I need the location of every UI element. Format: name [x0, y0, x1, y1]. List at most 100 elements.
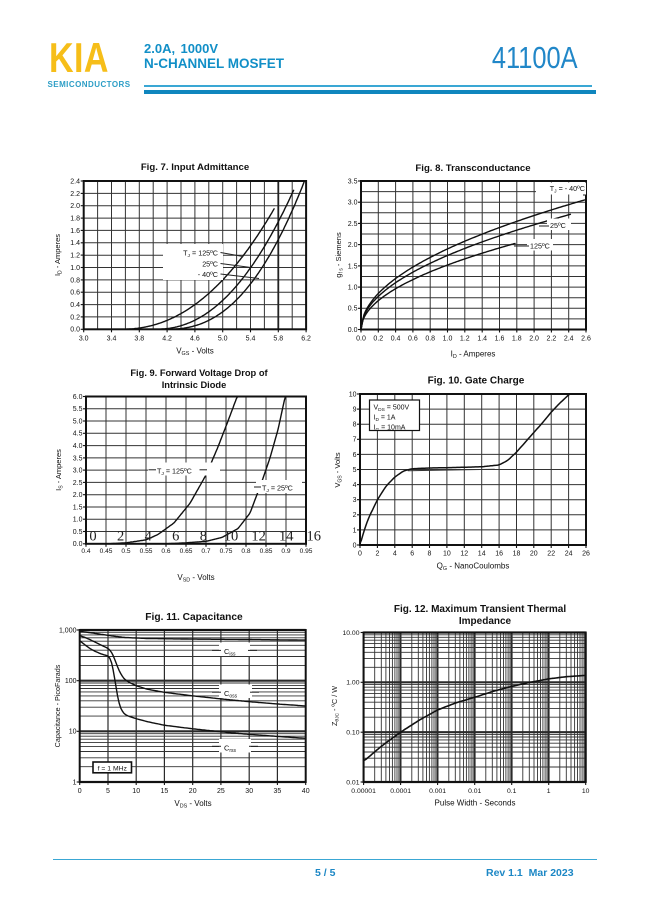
svg-text:1.8: 1.8	[512, 336, 522, 343]
svg-text:4.6: 4.6	[190, 336, 200, 343]
svg-text:8: 8	[200, 529, 207, 545]
svg-text:2.2: 2.2	[70, 191, 80, 198]
svg-text:0.00001: 0.00001	[351, 788, 376, 795]
svg-text:20: 20	[530, 551, 538, 558]
svg-text:20: 20	[189, 788, 197, 795]
svg-text:25ºC: 25ºC	[550, 221, 566, 230]
svg-text:0.95: 0.95	[300, 548, 313, 555]
svg-text:1.6: 1.6	[70, 228, 80, 235]
svg-text:4: 4	[393, 551, 397, 558]
svg-text:100: 100	[65, 678, 77, 685]
svg-text:TJ​ = 125ºC: TJ​ = 125ºC	[157, 467, 192, 478]
svg-text:5.0: 5.0	[73, 418, 83, 425]
svg-text:Fig. 9. Forward Voltage Drop o: Fig. 9. Forward Voltage Drop of	[130, 368, 268, 378]
svg-text:1.5: 1.5	[73, 504, 83, 511]
svg-text:3.0: 3.0	[79, 336, 89, 343]
svg-text:2.0: 2.0	[529, 336, 539, 343]
svg-text:VDS​ - Volts: VDS​ - Volts	[174, 799, 211, 810]
svg-text:3.0: 3.0	[73, 468, 83, 475]
svg-text:ID​ = 1A: ID​ = 1A	[374, 415, 396, 424]
svg-text:1.0: 1.0	[443, 336, 453, 343]
svg-text:3: 3	[353, 497, 357, 504]
svg-text:8: 8	[428, 551, 432, 558]
svg-text:- 40ºC: - 40ºC	[198, 270, 218, 279]
svg-text:0.55: 0.55	[140, 548, 153, 555]
svg-text:125ºC: 125ºC	[530, 242, 550, 251]
svg-text:1.0: 1.0	[348, 285, 358, 292]
svg-text:0.1: 0.1	[507, 788, 517, 795]
svg-text:14: 14	[279, 529, 294, 545]
svg-text:10: 10	[132, 788, 140, 795]
svg-text:0.9: 0.9	[281, 548, 290, 555]
svg-text:1: 1	[73, 779, 77, 786]
svg-text:0.0: 0.0	[73, 541, 83, 548]
svg-text:0: 0	[358, 551, 362, 558]
svg-text:5.8: 5.8	[273, 336, 283, 343]
svg-text:16: 16	[307, 529, 322, 545]
svg-text:6.0: 6.0	[73, 394, 83, 401]
svg-text:0.2: 0.2	[373, 336, 383, 343]
svg-text:26: 26	[582, 551, 590, 558]
svg-text:5.5: 5.5	[73, 406, 83, 413]
svg-text:2: 2	[353, 512, 357, 519]
svg-text:1.6: 1.6	[495, 336, 505, 343]
svg-text:TJ​ = 125ºC: TJ​ = 125ºC	[183, 249, 218, 260]
svg-text:6: 6	[353, 452, 357, 459]
svg-text:18: 18	[513, 551, 521, 558]
svg-text:2.4: 2.4	[564, 336, 574, 343]
svg-text:5.0: 5.0	[218, 336, 228, 343]
svg-text:1.00: 1.00	[346, 680, 359, 687]
svg-text:0.85: 0.85	[260, 548, 273, 555]
svg-text:0.5: 0.5	[348, 306, 358, 313]
svg-text:3.5: 3.5	[348, 178, 358, 185]
svg-text:0.01: 0.01	[346, 779, 359, 786]
svg-text:1.5: 1.5	[348, 263, 358, 270]
svg-text:2.5: 2.5	[73, 480, 83, 487]
svg-text:0.65: 0.65	[180, 548, 193, 555]
svg-text:2: 2	[117, 529, 124, 545]
svg-text:0.0: 0.0	[70, 327, 80, 334]
svg-text:0.8: 0.8	[425, 336, 435, 343]
svg-text:2.2: 2.2	[547, 336, 557, 343]
svg-text:VGS​ - Volts: VGS​ - Volts	[176, 347, 214, 358]
svg-text:Capacitance - PicoFarads: Capacitance - PicoFarads	[53, 664, 62, 747]
svg-text:VGS​ - Volts: VGS​ - Volts	[333, 452, 344, 488]
svg-text:1.0: 1.0	[73, 517, 83, 524]
svg-text:25: 25	[217, 788, 225, 795]
svg-text:12: 12	[251, 529, 266, 545]
svg-text:3.4: 3.4	[107, 336, 117, 343]
svg-text:2.0: 2.0	[73, 492, 83, 499]
svg-text:1: 1	[353, 527, 357, 534]
svg-text:1.4: 1.4	[70, 240, 80, 247]
svg-text:IS​ - Amperes: IS​ - Amperes	[54, 449, 65, 491]
svg-text:Fig. 7. Input Admittance: Fig. 7. Input Admittance	[141, 162, 249, 173]
svg-text:Intrinsic Diode: Intrinsic Diode	[162, 380, 227, 390]
svg-text:10: 10	[349, 391, 357, 398]
svg-text:ID​ - Amperes: ID​ - Amperes	[53, 234, 64, 276]
svg-text:Fig. 10. Gate Charge: Fig. 10. Gate Charge	[428, 376, 525, 387]
svg-text:0.8: 0.8	[241, 548, 250, 555]
svg-text:10: 10	[224, 529, 239, 545]
svg-text:0.8: 0.8	[70, 277, 80, 284]
svg-text:0.0001: 0.0001	[390, 788, 411, 795]
svg-text:Coss​: Coss​	[224, 689, 238, 700]
svg-text:22: 22	[547, 551, 555, 558]
svg-text:0.4: 0.4	[391, 336, 401, 343]
svg-text:30: 30	[245, 788, 253, 795]
svg-text:0.001: 0.001	[429, 788, 446, 795]
svg-text:10: 10	[69, 729, 77, 736]
svg-text:ID​ - Amperes: ID​ - Amperes	[451, 350, 496, 361]
svg-text:1.2: 1.2	[70, 253, 80, 260]
svg-text:1.4: 1.4	[477, 336, 487, 343]
svg-text:0: 0	[78, 788, 82, 795]
svg-text:0.6: 0.6	[161, 548, 170, 555]
svg-text:0: 0	[353, 542, 357, 549]
svg-text:5.4: 5.4	[246, 336, 256, 343]
svg-text:6: 6	[410, 551, 414, 558]
svg-text:0.4: 0.4	[70, 302, 80, 309]
svg-text:14: 14	[478, 551, 486, 558]
svg-text:5: 5	[353, 467, 357, 474]
svg-text:Crss​: Crss​	[224, 744, 237, 755]
svg-text:VDS​ = 500V: VDS​ = 500V	[374, 405, 410, 414]
svg-text:0.45: 0.45	[100, 548, 113, 555]
